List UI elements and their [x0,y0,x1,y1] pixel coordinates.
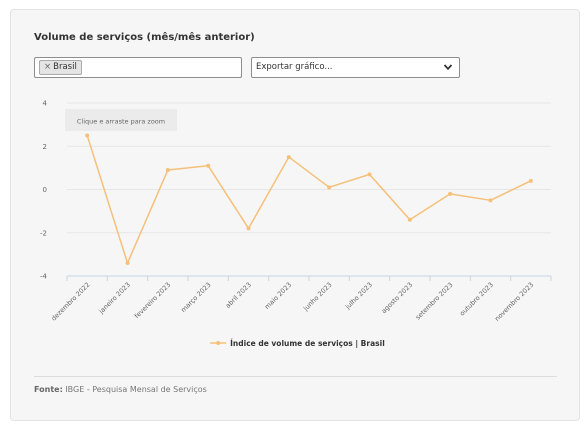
data-point[interactable] [407,217,412,222]
x-tick-label: junho 2023 [301,281,333,313]
x-tick-label: agosto 2023 [380,281,414,315]
data-point[interactable] [528,178,533,183]
export-select-label: Exportar gráfico... [256,62,333,72]
data-point[interactable] [327,185,332,190]
data-point[interactable] [246,226,251,231]
source-text: IBGE - Pesquisa Mensal de Serviços [62,385,207,394]
y-tick-label: -2 [40,229,47,237]
x-axis: dezembro 2022 janeiro 2023 fevereiro 2023 m… [50,275,552,323]
x-tick-label: março 2023 [179,281,212,314]
x-tick-label: julho 2023 [343,281,374,312]
export-chart-select[interactable]: Exportar gráfico... [251,57,460,78]
data-point[interactable] [85,133,90,138]
chip-label: Brasil [53,62,77,72]
region-filter-input[interactable]: × Brasil [34,57,242,78]
series-line[interactable] [85,133,533,266]
data-point[interactable] [125,261,130,266]
y-tick-label: -4 [40,273,48,281]
filter-chip-brasil[interactable]: × Brasil [39,60,82,75]
footer-divider [34,376,557,377]
zoom-hint: Clique e arraste para zoom [65,109,177,131]
grid-lines [67,102,551,234]
x-tick-label: fevereiro 2023 [133,281,172,320]
x-tick-label: abril 2023 [224,281,253,310]
data-point[interactable] [488,198,493,203]
y-tick-label: 2 [43,143,47,151]
data-point[interactable] [448,191,453,196]
x-tick-label: janeiro 2023 [97,281,132,316]
chip-remove-icon[interactable]: × [44,62,52,72]
chevron-down-icon[interactable] [443,62,453,72]
y-tick-labels: -4 -2 0 2 4 [40,100,48,281]
x-tick-label: novembro 2023 [493,281,535,323]
source-note: Fonte: IBGE - Pesquisa Mensal de Serviço… [34,385,207,394]
source-label: Fonte: [34,385,63,394]
legend[interactable]: Índice de volume de serviços | Brasil [210,339,385,349]
y-tick-label: 4 [43,100,48,108]
series-path [86,135,532,264]
line-chart[interactable]: -4 -2 0 2 4 dezembro 2022 janeiro 2023 feverei… [11,90,581,365]
legend-label[interactable]: Índice de volume de serviços | Brasil [230,339,385,349]
y-tick-label: 0 [43,186,47,194]
data-point[interactable] [165,168,170,173]
x-tick-label: dezembro 2022 [50,281,92,323]
data-point[interactable] [286,155,291,160]
panel-title: Volume de serviços (mês/mês anterior) [34,32,255,43]
data-point[interactable] [206,163,211,168]
zoom-hint-text: Clique e arraste para zoom [77,118,165,126]
x-tick-label: maio 2023 [263,281,293,311]
x-tick-label: setembro 2023 [414,281,455,322]
x-tick-label: outubro 2023 [458,281,495,318]
chart-card: Volume de serviços (mês/mês anterior) × B… [10,9,580,421]
legend-marker [216,341,221,345]
data-point[interactable] [367,172,372,177]
